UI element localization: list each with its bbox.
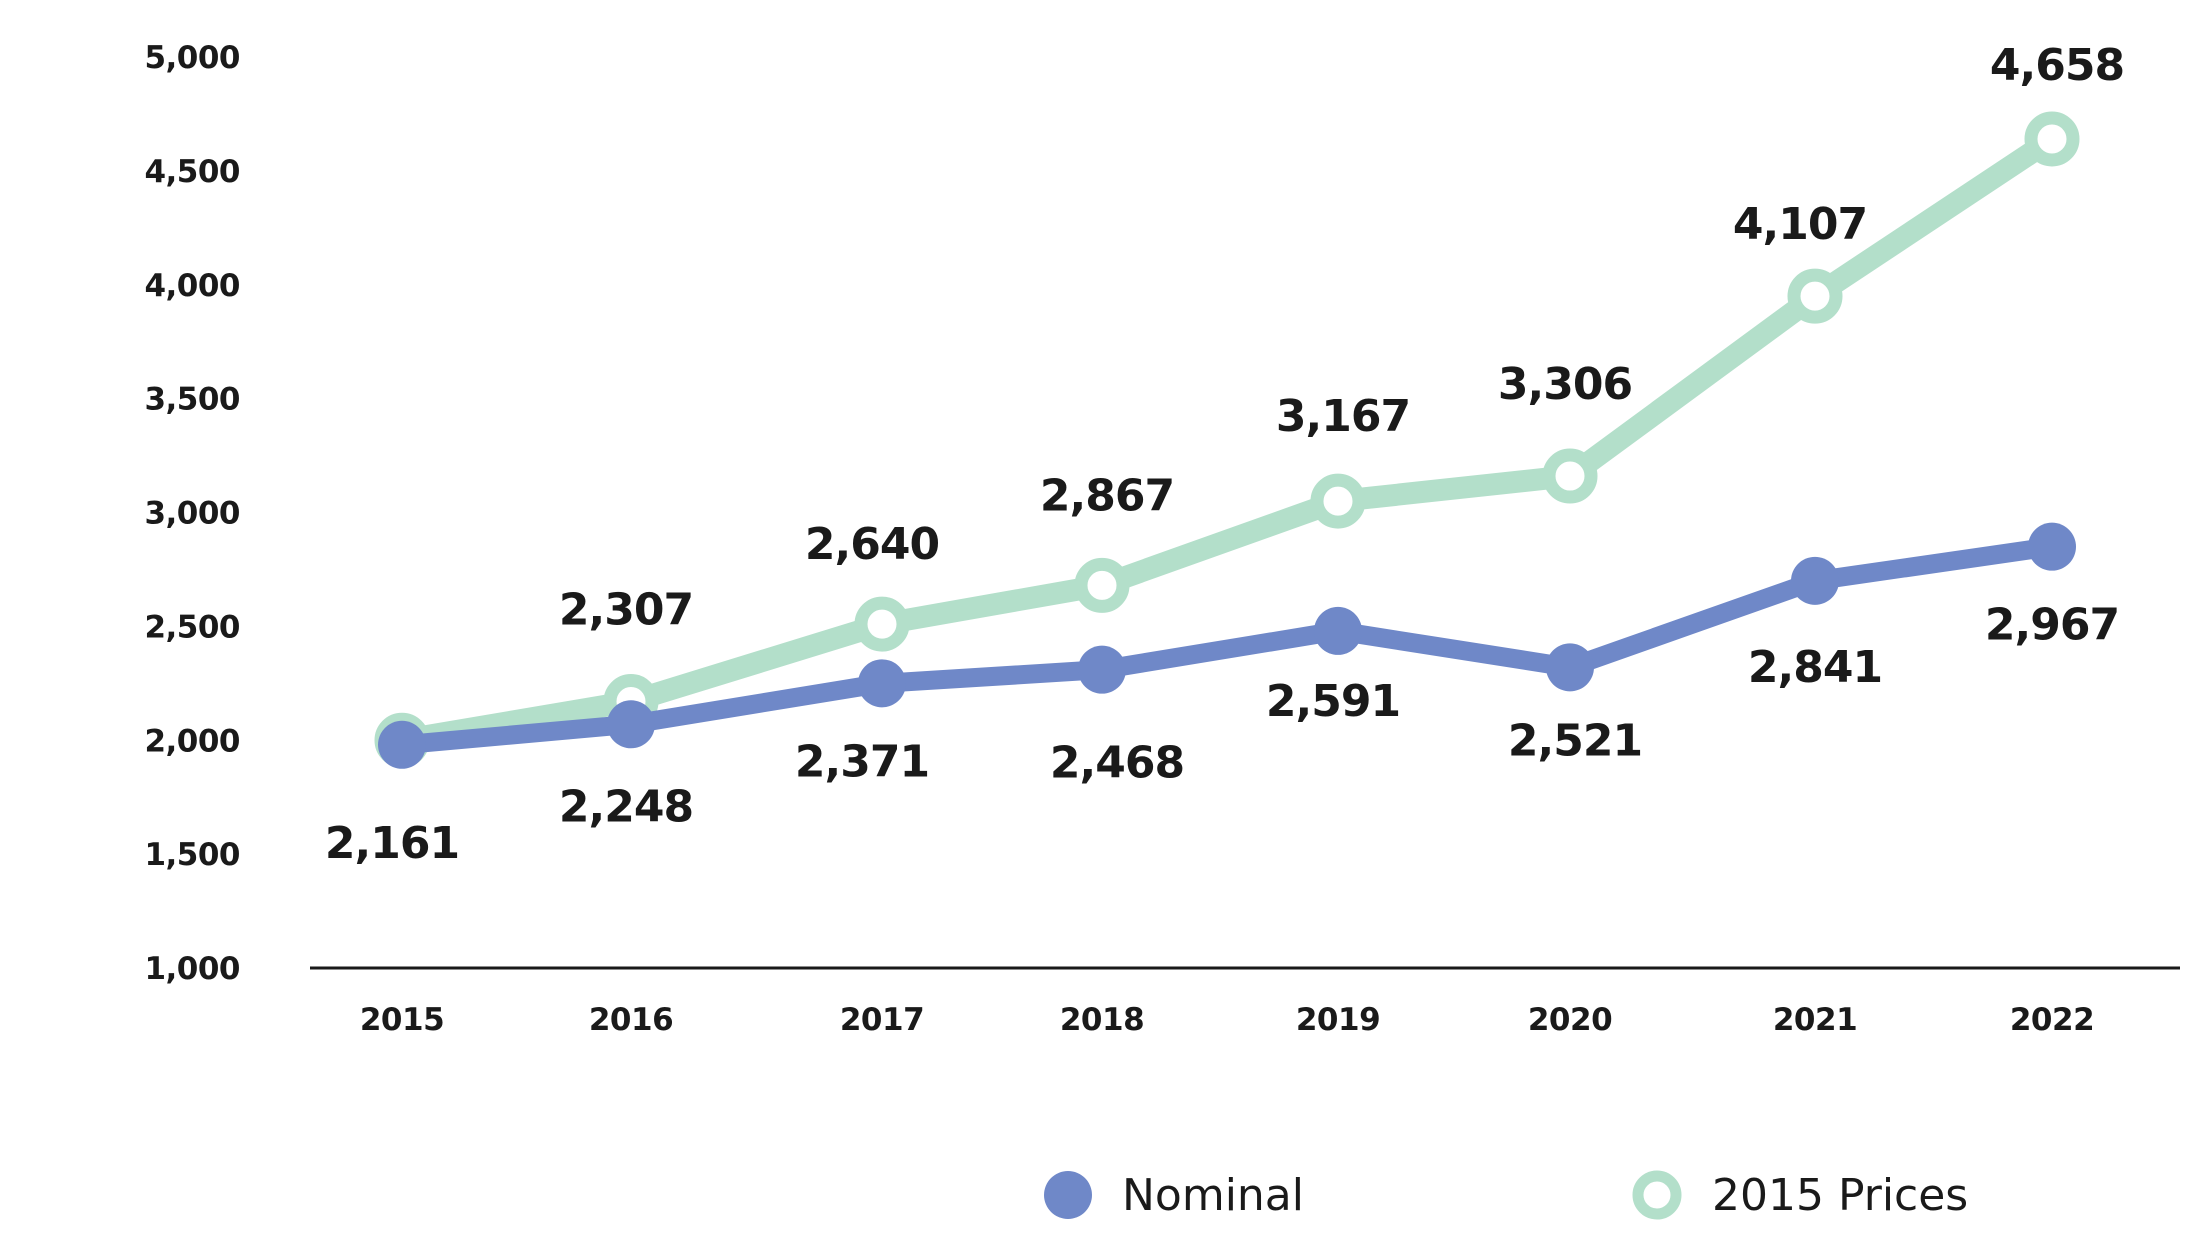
data-point[interactable] [1314, 606, 1362, 655]
x-tick-label: 2015 [360, 1002, 444, 1038]
data-point[interactable] [2024, 111, 2080, 167]
data-point[interactable] [1078, 645, 1126, 694]
data-label: 2,248 [559, 781, 693, 832]
series-nominal [378, 522, 2076, 769]
y-axis: 1,000 1,500 2,000 2,500 3,000 3,500 4,000 4,500… [144, 40, 240, 987]
data-label: 2,371 [795, 736, 929, 787]
data-point[interactable] [378, 720, 426, 769]
legend-item-2015-prices[interactable]: 2015 Prices [1632, 1170, 1968, 1221]
data-label-layer: 2,307 2,640 2,867 3,167 3,306 4,107 4,658 2,161… [325, 40, 2125, 869]
data-label: 2,521 [1508, 715, 1642, 766]
data-point[interactable] [1542, 448, 1598, 504]
x-tick-label: 2017 [840, 1002, 924, 1038]
y-tick-label: 2,000 [144, 723, 240, 759]
legend-item-nominal[interactable]: Nominal [1044, 1170, 1304, 1221]
y-tick-label: 2,500 [144, 609, 240, 645]
data-label: 2,640 [805, 519, 939, 570]
series-line [392, 537, 2062, 755]
y-tick-label: 3,500 [144, 382, 240, 418]
y-tick-label: 3,000 [144, 496, 240, 532]
data-label: 3,306 [1498, 359, 1632, 410]
x-tick-label: 2018 [1060, 1002, 1144, 1038]
x-tick-label: 2016 [589, 1002, 673, 1038]
y-tick-label: 4,500 [144, 154, 240, 190]
filled-circle-icon [1044, 1171, 1092, 1219]
legend-label-nominal: Nominal [1122, 1170, 1304, 1221]
data-label: 2,468 [1050, 738, 1184, 789]
hollow-circle-icon [1632, 1170, 1682, 1220]
data-point[interactable] [1074, 557, 1130, 613]
data-label: 3,167 [1276, 391, 1410, 442]
data-point[interactable] [1310, 473, 1366, 529]
data-label: 2,841 [1748, 642, 1882, 693]
data-point[interactable] [1546, 643, 1594, 692]
legend: Nominal 2015 Prices [1044, 1170, 1968, 1221]
data-point[interactable] [1787, 268, 1843, 324]
x-tick-label: 2020 [1528, 1002, 1612, 1038]
data-point[interactable] [607, 700, 655, 749]
data-point[interactable] [858, 659, 906, 708]
x-tick-label: 2021 [1773, 1002, 1857, 1038]
x-tick-label: 2022 [2010, 1002, 2094, 1038]
x-tick-label: 2019 [1296, 1002, 1380, 1038]
x-axis: 2015 2016 2017 2018 2019 2020 2021 2022 [310, 966, 2180, 1038]
data-label: 2,867 [1040, 470, 1174, 521]
y-tick-label: 1,500 [144, 837, 240, 873]
data-label: 2,307 [559, 585, 693, 636]
data-label: 2,161 [325, 818, 459, 869]
data-label: 2,591 [1266, 676, 1400, 727]
series-layer [374, 111, 2080, 769]
series-line [391, 127, 2063, 752]
legend-label-2015-prices: 2015 Prices [1712, 1170, 1968, 1221]
data-point[interactable] [1791, 556, 1839, 605]
data-label: 4,658 [1990, 40, 2124, 91]
data-point[interactable] [2028, 522, 2076, 571]
y-tick-label: 1,000 [144, 951, 240, 987]
y-tick-label: 5,000 [144, 40, 240, 76]
data-label: 4,107 [1733, 199, 1867, 250]
y-tick-label: 4,000 [144, 268, 240, 304]
data-point[interactable] [854, 596, 910, 652]
data-label: 2,967 [1985, 600, 2119, 651]
